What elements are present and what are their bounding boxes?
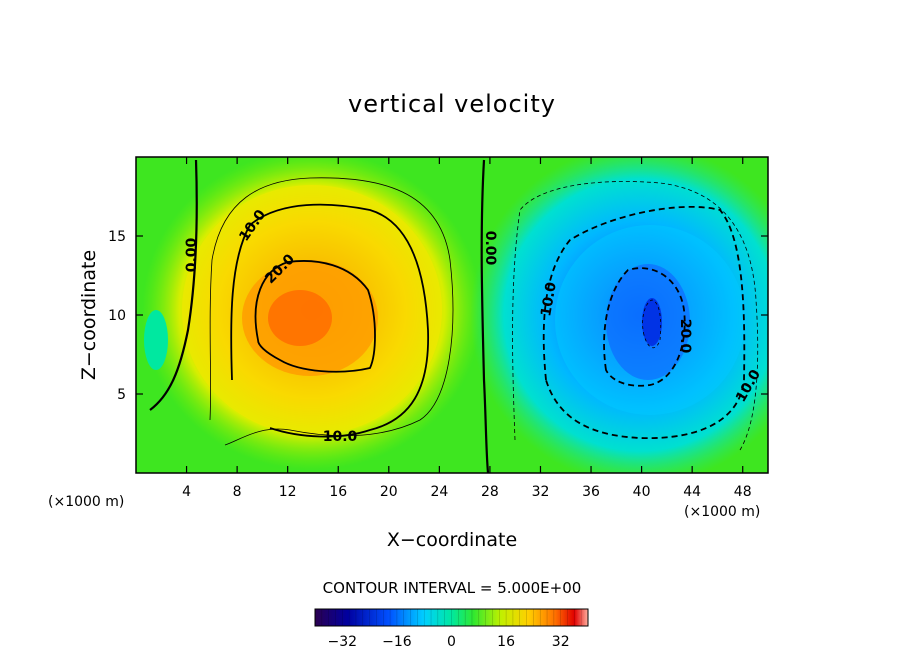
contour-label: 0.00 [482, 231, 498, 266]
y-tick-label: 10 [108, 308, 126, 324]
contour-label: 10.0 [323, 429, 358, 445]
x-unit-right: (×1000 m) [684, 504, 760, 520]
contour-label: 0.00 [184, 237, 200, 272]
colorbar-frame [314, 608, 589, 627]
y-axis-label: Z−coordinate [78, 250, 100, 380]
contour-field [136, 157, 768, 473]
x-axis-ticks: 4 8 12 16 20 24 28 32 36 40 44 48 [182, 157, 752, 500]
colorbar-tick-label: 16 [497, 634, 515, 650]
x-tick-label: 28 [481, 484, 499, 500]
colorbar-tick-label: 32 [552, 634, 570, 650]
downdraft-max [642, 298, 662, 346]
contour-neg-10 [542, 205, 746, 439]
x-tick-label: 12 [279, 484, 297, 500]
chart-title: vertical velocity [348, 90, 556, 118]
x-tick-label: 20 [380, 484, 398, 500]
x-tick-label: 8 [233, 484, 242, 500]
y-axis-ticks: 5 10 15 [108, 229, 768, 403]
y-tick-label: 5 [117, 387, 126, 403]
colorbar-gradient [315, 609, 588, 626]
contour-20 [254, 260, 376, 373]
x-tick-label: 24 [430, 484, 448, 500]
contour-neg-25 [642, 299, 662, 349]
x-tick-label: 48 [734, 484, 752, 500]
x-tick-label: 44 [683, 484, 701, 500]
x-tick-label: 16 [329, 484, 347, 500]
colorbar-tick-label: −32 [328, 634, 358, 650]
left-negative-patch [144, 310, 168, 370]
contour-interval-label: CONTOUR INTERVAL = 5.000E+00 [323, 579, 582, 597]
contour-5 [209, 177, 454, 446]
colorbar-tick-label: −16 [382, 634, 412, 650]
y-tick-label: 15 [108, 229, 126, 245]
x-tick-label: 4 [182, 484, 191, 500]
contour-zero-mid [480, 159, 490, 473]
x-axis-label: X−coordinate [387, 529, 517, 551]
colorbar-tick-labels: −32 −16 0 16 32 [328, 634, 570, 650]
contour-neg-20 [603, 267, 686, 387]
contour-label: 20.0 [677, 319, 693, 354]
updraft-max [268, 290, 332, 346]
x-unit-left: (×1000 m) [48, 494, 124, 510]
colorbar: −32 −16 0 16 32 [314, 608, 589, 650]
colorbar-tick-label: 0 [447, 634, 456, 650]
contour-neg-5 [512, 181, 759, 451]
contour-zero-left [149, 159, 198, 411]
x-tick-label: 40 [633, 484, 651, 500]
x-tick-label: 32 [532, 484, 550, 500]
contour-label: 10.0 [538, 281, 560, 318]
colorbar-segment-lines [321, 609, 582, 626]
x-tick-label: 36 [582, 484, 600, 500]
contour-10 [230, 203, 429, 438]
